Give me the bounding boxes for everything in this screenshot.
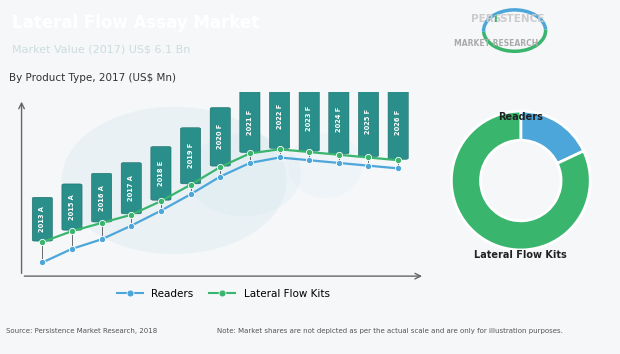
Ellipse shape (187, 133, 301, 216)
Polygon shape (306, 150, 312, 155)
FancyBboxPatch shape (299, 85, 319, 151)
FancyBboxPatch shape (62, 184, 82, 230)
FancyBboxPatch shape (270, 85, 290, 148)
Polygon shape (98, 221, 105, 225)
Polygon shape (187, 183, 194, 188)
Wedge shape (451, 111, 590, 250)
Text: 2017 A: 2017 A (128, 175, 135, 201)
Text: PERS: PERS (471, 14, 502, 24)
Text: 2023 F: 2023 F (306, 105, 312, 131)
Polygon shape (216, 165, 224, 170)
FancyBboxPatch shape (358, 86, 379, 156)
Text: 2022 F: 2022 F (277, 104, 283, 129)
Text: Note: Market shares are not depicted as per the actual scale and are only for il: Note: Market shares are not depicted as … (217, 328, 563, 333)
Text: MARKET RESEARCH: MARKET RESEARCH (454, 39, 538, 48)
Text: By Product Type, 2017 (US$ Mn): By Product Type, 2017 (US$ Mn) (9, 73, 176, 83)
FancyBboxPatch shape (32, 197, 53, 241)
Legend: Readers, Lateral Flow Kits: Readers, Lateral Flow Kits (113, 285, 334, 303)
Text: 2021 F: 2021 F (247, 109, 253, 135)
Text: i: i (493, 14, 497, 24)
Polygon shape (276, 147, 283, 152)
Polygon shape (394, 158, 402, 163)
Polygon shape (335, 153, 342, 158)
Text: Readers: Readers (498, 112, 543, 121)
FancyBboxPatch shape (240, 91, 260, 153)
Polygon shape (128, 213, 135, 217)
Polygon shape (39, 240, 46, 245)
Text: 2026 F: 2026 F (395, 110, 401, 135)
Text: 2025 F: 2025 F (366, 109, 371, 134)
FancyBboxPatch shape (329, 86, 349, 154)
Polygon shape (68, 229, 76, 234)
FancyBboxPatch shape (151, 147, 171, 200)
FancyBboxPatch shape (388, 86, 408, 159)
Polygon shape (365, 155, 372, 160)
Ellipse shape (289, 133, 362, 198)
Text: 2018 E: 2018 E (158, 161, 164, 186)
FancyBboxPatch shape (210, 108, 230, 166)
Wedge shape (521, 111, 583, 164)
FancyBboxPatch shape (180, 128, 201, 184)
Polygon shape (157, 199, 164, 204)
Text: 2016 A: 2016 A (99, 185, 105, 211)
Polygon shape (246, 152, 254, 156)
Text: STENCE: STENCE (499, 14, 544, 24)
Text: Lateral Flow Assay Market: Lateral Flow Assay Market (12, 14, 260, 32)
Text: 2019 F: 2019 F (188, 143, 193, 169)
Text: 2020 F: 2020 F (217, 124, 223, 149)
Text: Lateral Flow Kits: Lateral Flow Kits (474, 250, 567, 260)
Ellipse shape (61, 107, 286, 254)
Text: Source: Persistence Market Research, 2018: Source: Persistence Market Research, 201… (6, 328, 157, 333)
FancyBboxPatch shape (92, 173, 112, 222)
FancyBboxPatch shape (121, 163, 141, 214)
Text: 2013 A: 2013 A (39, 206, 45, 232)
Text: Market Value (2017) US$ 6.1 Bn: Market Value (2017) US$ 6.1 Bn (12, 45, 191, 55)
Text: 2015 A: 2015 A (69, 194, 75, 220)
Text: 2024 F: 2024 F (336, 107, 342, 132)
